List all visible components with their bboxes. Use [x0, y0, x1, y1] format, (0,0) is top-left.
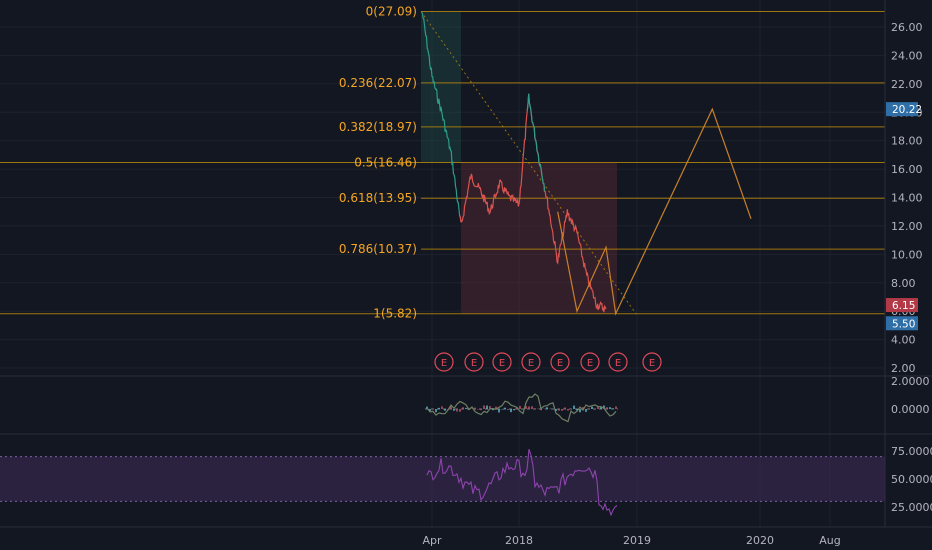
time-tick-4: Aug: [819, 534, 840, 547]
price-badge-bg-1: [886, 298, 918, 313]
earnings-marker-5: [580, 352, 600, 372]
price-tick-2: 22.00: [891, 78, 923, 91]
earnings-label-1: E: [471, 358, 477, 369]
fib-label-6: 1(5.82): [373, 307, 417, 321]
price-badge-0: 20.22: [892, 104, 922, 116]
earnings-label-0: E: [441, 358, 447, 369]
rsi-line: [426, 449, 618, 517]
time-axis[interactable]: Apr 2018 2019 2020 Aug: [422, 534, 840, 547]
price-series-up: [421, 12, 462, 222]
projection-path: [557, 107, 752, 316]
macd-tick-0: 2.0000: [891, 375, 930, 388]
earnings-label-5: E: [587, 358, 593, 369]
time-tick-3: 2020: [746, 534, 774, 547]
price-tick-1: 24.00: [891, 49, 923, 62]
rsi-band: [0, 456, 885, 502]
time-tick-1: 2018: [505, 534, 533, 547]
price-badge-bg-2: [886, 316, 918, 331]
price-badge-2: 5.50: [892, 318, 915, 330]
rsi-pane: 75.0000 50.0000 25.0000: [0, 445, 932, 517]
price-series-rally: [526, 93, 546, 192]
earnings-marker-4: [550, 352, 570, 372]
fib-labels: 0(27.09) 0.236(22.07) 0.382(18.97) 0.5(16.4…: [339, 5, 417, 321]
price-tick-8: 10.00: [891, 248, 923, 261]
fib-label-5: 0.786(10.37): [339, 242, 417, 256]
price-tick-5: 16.00: [891, 163, 923, 176]
macd-pane: 2.0000 0.0000: [425, 375, 930, 423]
earnings-label-2: E: [499, 358, 505, 369]
fib-label-2: 0.382(18.97): [339, 120, 417, 134]
earnings-label-6: E: [615, 358, 621, 369]
rsi-tick-0: 75.0000: [891, 445, 932, 458]
price-badge-1: 6.15: [892, 300, 915, 312]
price-tick-9: 8.00: [891, 277, 916, 290]
fib-lines: [0, 11, 885, 315]
time-tick-2: 2019: [623, 534, 651, 547]
rsi-tick-1: 50.0000: [891, 473, 932, 486]
price-layer: [421, 12, 607, 313]
fib-label-0: 0(27.09): [366, 5, 417, 19]
price-tick-0: 26.00: [891, 21, 923, 34]
earnings-marker-1: [464, 352, 484, 372]
earnings-marker-6: [608, 352, 628, 372]
earnings-label-3: E: [528, 358, 534, 369]
fib-trendline: [420, 11, 637, 315]
price-tick-4: 18.00: [891, 135, 923, 148]
price-badge-bg-0: [886, 102, 918, 117]
time-tick-0: Apr: [422, 534, 442, 547]
earnings-marker-2: [492, 352, 512, 372]
earnings-marker-0: [434, 352, 454, 372]
fib-label-1: 0.236(22.07): [339, 76, 417, 90]
macd-line: [426, 393, 617, 423]
price-badges: 20.22 6.15 5.50: [886, 102, 922, 331]
earnings-label-7: E: [649, 358, 655, 369]
fib-zone-lower: [461, 162, 617, 314]
price-tick-7: 12.00: [891, 220, 923, 233]
earnings-label-4: E: [557, 358, 563, 369]
price-tick-12: 2.00: [891, 362, 916, 375]
fib-label-3: 0.5(16.46): [354, 156, 417, 170]
earnings-marker-7: [642, 352, 662, 372]
grid-layer: [0, 0, 885, 527]
price-tick-6: 14.00: [891, 192, 923, 205]
earnings-marker-3: [521, 352, 541, 372]
pane-separators: [0, 0, 932, 528]
projection-layer: [557, 107, 752, 316]
price-tick-11: 4.00: [891, 334, 916, 347]
macd-tick-1: 0.0000: [891, 403, 930, 416]
fib-zone-upper: [421, 11, 461, 163]
fib-label-4: 0.618(13.95): [339, 191, 417, 205]
rsi-tick-2: 25.0000: [891, 501, 932, 514]
